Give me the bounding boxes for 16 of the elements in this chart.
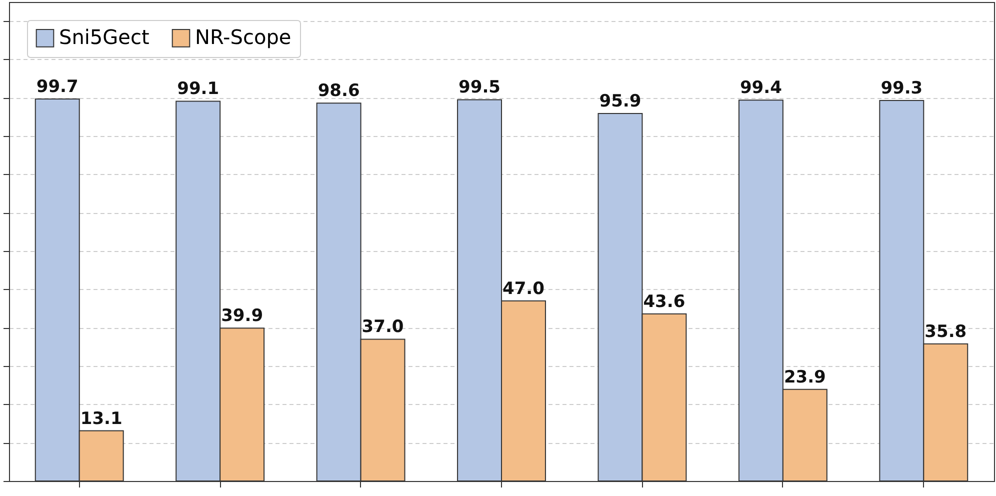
data-label: 99.5	[458, 78, 500, 98]
data-label: 35.8	[924, 322, 967, 342]
data-label: 95.9	[599, 92, 642, 112]
data-label: 99.7	[36, 76, 78, 97]
data-label: 13.1	[80, 408, 122, 429]
data-label: 98.6	[318, 81, 360, 102]
data-label: 43.6	[643, 292, 686, 312]
legend-label: Sni5Gect	[59, 25, 150, 50]
data-label: 99.1	[177, 79, 220, 100]
data-label: 47.0	[502, 278, 545, 299]
data-label: 23.9	[784, 367, 826, 388]
legend-label: NR-Scope	[195, 25, 292, 50]
data-label: 99.4	[740, 78, 782, 98]
data-label: 39.9	[221, 306, 264, 326]
data-label: 37.0	[362, 317, 404, 338]
data-label: 99.3	[880, 78, 923, 98]
